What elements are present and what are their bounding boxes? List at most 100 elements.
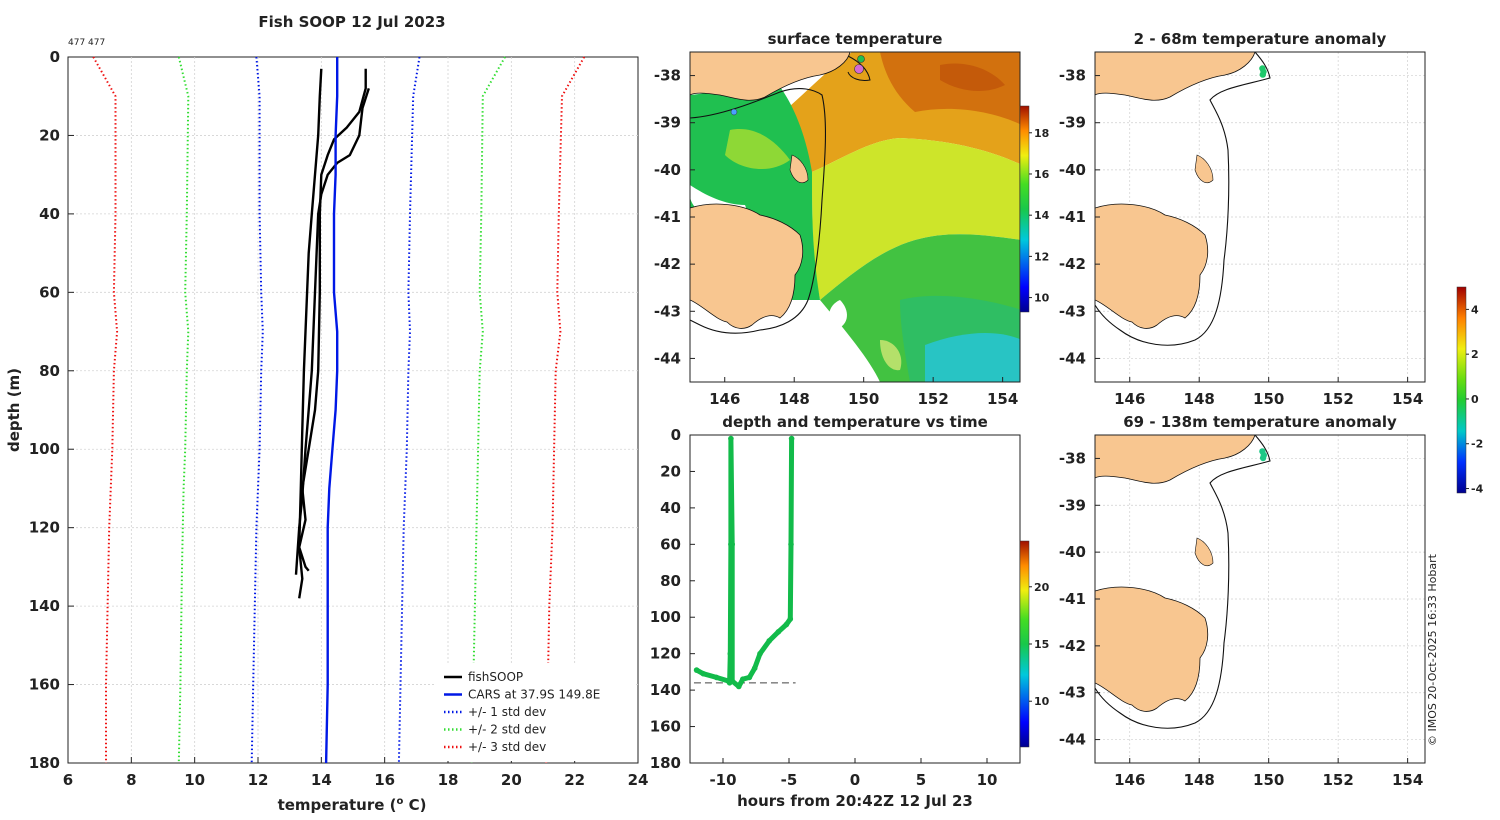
legend-label: CARS at 37.9S 149.8E: [468, 688, 600, 702]
legend-box: [436, 663, 636, 761]
mainland-victoria-3: [1095, 435, 1256, 484]
depth-time-point: [775, 629, 782, 635]
yellow-green-front: [812, 138, 1020, 300]
coast-outline-east: [847, 55, 871, 81]
colorbar-tick-label: 18: [1034, 127, 1049, 140]
anomaly-lower-panel: 69 - 138m temperature anomaly 146 148 150 1…: [1059, 286, 1484, 789]
depth-time-point: [700, 670, 706, 677]
profile-series-8: [92, 56, 119, 763]
map-ytick-label: -42: [1059, 637, 1086, 655]
map-ytick-label: -40: [654, 161, 681, 179]
map-ytick-label: -41: [1059, 208, 1086, 226]
map-ytick-label: -40: [1059, 543, 1086, 561]
profile-ytick-label: 60: [39, 283, 60, 301]
map-xtick-label: 148: [779, 390, 810, 408]
anomaly-upper-title: 2 - 68m temperature anomaly: [1134, 30, 1387, 48]
colorbar-tick-label: -4: [1471, 483, 1484, 496]
colorbar-tick-label: 2: [1471, 348, 1479, 361]
depth-time-xtick-label: -5: [781, 771, 798, 789]
profile-ytick-label: 100: [29, 440, 60, 458]
shelf-contour-2: [1095, 52, 1271, 346]
anomaly-upper-point: [1259, 71, 1267, 78]
depth-time-point: [729, 678, 735, 684]
depth-time-xtick-label: -10: [709, 771, 736, 789]
anomaly-lower-title: 69 - 138m temperature anomaly: [1123, 413, 1397, 431]
imos-watermark: © IMOS 20-Oct-2025 16:33 Hobart: [1426, 553, 1439, 746]
depth-time-ytick-label: 100: [650, 608, 681, 626]
map-ytick-label: -41: [654, 208, 681, 226]
anomaly-colorbar-ticks: -4 -2 0 2 4: [1466, 303, 1484, 496]
depth-time-point: [788, 541, 794, 548]
sst-colorbar: [1019, 105, 1030, 313]
flinders-island: [789, 154, 809, 183]
depth-time-xlabel: hours from 20:42Z 12 Jul 23: [737, 792, 973, 810]
depth-time-point: [693, 667, 700, 673]
profile-lines: [92, 56, 586, 764]
map-xtick-label: 152: [918, 390, 949, 408]
anomaly-upper-ticks: 146 148 150 152 154 -38 -39 -40 -41 -42 -43 -44: [1059, 67, 1423, 408]
tasmania-2: [1095, 203, 1209, 329]
profile-ytick-label: 140: [29, 597, 60, 615]
coldest-water: [925, 333, 1020, 382]
mainland-victoria: [690, 52, 851, 101]
eac-warm-core: [880, 52, 1020, 125]
depth-time-point: [751, 665, 758, 671]
anomaly-lower-ticks: 146 148 150 152 154 -38 -39 -40 -41 -42 -43 -44: [1059, 449, 1423, 789]
depth-time-colorbar-ticks: 10 15 20: [1029, 581, 1050, 708]
profile-series-2: [294, 88, 370, 575]
profile-ytick-label: 180: [29, 754, 60, 772]
profile-panel: 6 8 10 12 14 16 18 20 22 24 0 20 40 60 80 100 120 140 160 1…: [5, 48, 648, 814]
profile-series-9: [545, 56, 586, 764]
depth-time-ytick-label: 140: [650, 681, 681, 699]
cloud-patch-2: [828, 300, 847, 330]
map-ytick-label: -40: [1059, 161, 1086, 179]
depth-time-title: depth and temperature vs time: [722, 413, 988, 431]
profile-ytick-label: 160: [29, 676, 60, 694]
legend-label: +/- 3 std dev: [468, 740, 546, 754]
colorbar-tick-label: 10: [1034, 695, 1050, 708]
depth-time-xtick-label: 10: [977, 771, 998, 789]
map-xtick-label: 150: [848, 390, 879, 408]
profile-ytick-label: 40: [39, 205, 60, 223]
map-ytick-label: -44: [1059, 349, 1086, 367]
anomaly-lower-points: [1259, 448, 1268, 462]
map-xtick-label: 154: [1392, 771, 1423, 789]
map-xtick-label: 152: [1323, 390, 1354, 408]
profile-ticks: 6 8 10 12 14 16 18 20 22 24 0 20 40 60 80 100 120 140 160 1…: [29, 48, 649, 789]
id-label: 477 477: [68, 38, 105, 48]
depth-time-ytick-label: 180: [650, 754, 681, 772]
depth-time-frame: [689, 434, 1021, 764]
legend-label: +/- 1 std dev: [468, 705, 546, 719]
map-xtick-label: 152: [1323, 771, 1354, 789]
station-marker-green: [857, 55, 865, 63]
speckled-patch: [880, 340, 902, 371]
depth-time-ytick-label: 120: [650, 645, 681, 663]
depth-time-point: [740, 676, 746, 682]
surface-map-content: [690, 52, 1020, 382]
map-xtick-label: 146: [1114, 771, 1145, 789]
legend-label: fishSOOP: [468, 670, 523, 684]
map-ytick-label: -38: [1059, 67, 1086, 85]
depth-time-ytick-label: 0: [671, 426, 681, 444]
map-ytick-label: -42: [1059, 255, 1086, 273]
depth-time-colorbar: [1019, 540, 1030, 748]
map-ytick-label: -43: [654, 302, 681, 320]
depth-time-panel: depth and temperature vs time -10 -5 0 5 100…: [650, 413, 1050, 810]
profile-xtick-label: 24: [628, 771, 649, 789]
profile-series-7: [470, 56, 506, 764]
anomaly-upper-panel: 2 - 68m temperature anomaly 146 148 150 152…: [1059, 30, 1426, 408]
colorbar-tick-label: -2: [1471, 438, 1483, 451]
map-xtick-label: 146: [1114, 390, 1145, 408]
map-ytick-label: -39: [654, 114, 681, 132]
map-ytick-label: -41: [1059, 590, 1086, 608]
profile-series-3: [324, 57, 339, 764]
colorbar-tick-label: 4: [1471, 303, 1479, 316]
map-ytick-label: -44: [654, 349, 681, 367]
colorbar-tick-label: 14: [1034, 209, 1050, 222]
profile-legend: fishSOOP CARS at 37.9S 149.8E +/- 1 std de…: [436, 663, 636, 761]
depth-time-xtick-label: 5: [916, 771, 926, 789]
sst-colorbar-ticks: 10 12 14 16 18: [1029, 127, 1050, 305]
map-ytick-label: -44: [1059, 731, 1086, 749]
shelf-contour-3: [1095, 435, 1271, 729]
map-xtick-label: 148: [1184, 390, 1215, 408]
